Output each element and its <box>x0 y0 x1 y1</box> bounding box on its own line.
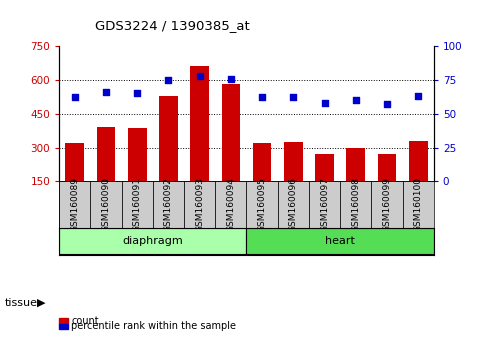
Bar <box>59 228 246 254</box>
Point <box>352 97 360 103</box>
Point <box>165 77 173 83</box>
Point <box>71 95 79 100</box>
Point <box>227 76 235 81</box>
Bar <box>215 181 246 228</box>
Bar <box>221 84 240 181</box>
Point <box>414 93 422 99</box>
Bar <box>97 127 115 181</box>
Text: ▶: ▶ <box>37 298 45 308</box>
Point <box>258 95 266 100</box>
Bar <box>371 181 403 228</box>
Text: GSM160100: GSM160100 <box>414 177 423 232</box>
Text: count: count <box>71 316 99 326</box>
Text: GSM160098: GSM160098 <box>352 177 360 232</box>
Bar <box>278 181 309 228</box>
Point <box>133 91 141 96</box>
Text: GSM160095: GSM160095 <box>258 177 267 232</box>
Bar <box>246 181 278 228</box>
Bar <box>246 228 434 254</box>
Bar <box>409 141 427 181</box>
Text: GSM160094: GSM160094 <box>226 177 235 232</box>
Text: GSM160091: GSM160091 <box>133 177 141 232</box>
Bar <box>315 154 334 181</box>
Bar <box>153 181 184 228</box>
Text: percentile rank within the sample: percentile rank within the sample <box>71 321 237 331</box>
Text: heart: heart <box>325 236 355 246</box>
Bar <box>253 143 272 181</box>
Point <box>196 73 204 79</box>
Text: GSM160090: GSM160090 <box>102 177 110 232</box>
Text: GSM160096: GSM160096 <box>289 177 298 232</box>
Point <box>289 95 297 100</box>
Bar <box>378 154 396 181</box>
Bar <box>403 181 434 228</box>
Bar <box>190 66 209 181</box>
Bar <box>159 96 178 181</box>
Text: GSM160089: GSM160089 <box>70 177 79 232</box>
Text: GSM160097: GSM160097 <box>320 177 329 232</box>
Text: tissue: tissue <box>5 298 38 308</box>
Point <box>102 89 110 95</box>
Bar <box>284 142 303 181</box>
Text: diaphragm: diaphragm <box>122 236 183 246</box>
Bar <box>122 181 153 228</box>
Bar <box>184 181 215 228</box>
Bar <box>309 181 340 228</box>
Text: GDS3224 / 1390385_at: GDS3224 / 1390385_at <box>95 19 250 32</box>
Bar <box>128 129 146 181</box>
Text: GSM160092: GSM160092 <box>164 177 173 232</box>
Bar <box>59 181 90 228</box>
Text: GSM160099: GSM160099 <box>383 177 391 232</box>
Bar <box>66 143 84 181</box>
Point <box>383 101 391 107</box>
Point <box>320 100 328 106</box>
Bar <box>347 148 365 181</box>
Text: GSM160093: GSM160093 <box>195 177 204 232</box>
Bar <box>90 181 122 228</box>
Bar <box>340 181 371 228</box>
